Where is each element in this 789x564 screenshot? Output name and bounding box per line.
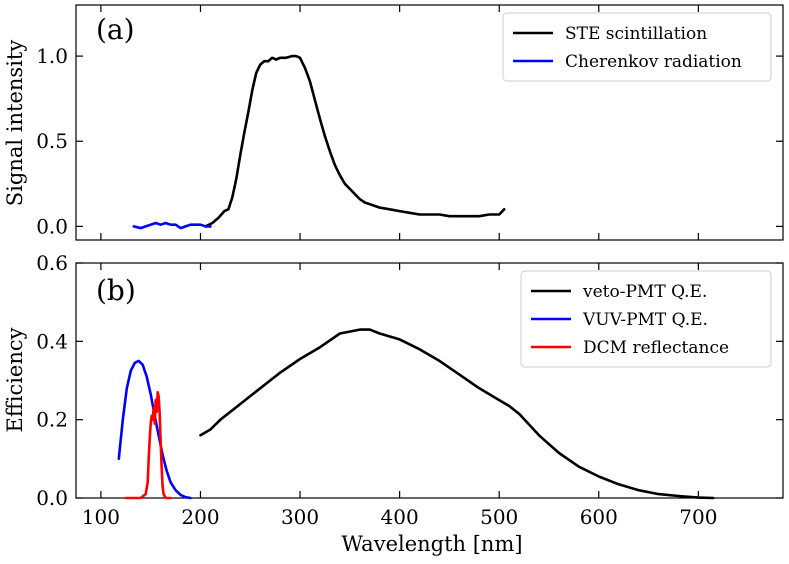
legend-label-1-0: veto-PMT Q.E. (582, 282, 707, 302)
x-tick-label-6: 700 (679, 505, 717, 529)
legend-label-1-2: DCM reflectance (583, 338, 729, 358)
x-axis-label: Wavelength [nm] (341, 532, 522, 556)
panel-b-ylabel: Efficiency (3, 327, 27, 432)
y-tick-label-0-0: 0.0 (36, 214, 68, 238)
y-tick-label-0-2: 1.0 (36, 44, 68, 68)
panel-a-tag: (a) (96, 13, 135, 46)
x-tick-label-3: 400 (381, 505, 419, 529)
series-line-1-0 (199, 328, 715, 500)
x-tick-label-4: 500 (480, 505, 518, 529)
panel-a-ticks: 0.0 0.5 1.0 (36, 5, 783, 240)
y-tick-label-1-0: 0.0 (36, 486, 68, 510)
series-line-1-2 (124, 390, 172, 500)
x-tick-label-1: 200 (181, 505, 219, 529)
series-line-0-0 (204, 54, 506, 228)
panel-a-frame (75, 4, 784, 241)
panel-a-lines (132, 54, 506, 230)
panel-b-tag: (b) (96, 274, 136, 307)
x-tick-label-5: 600 (580, 505, 618, 529)
series-line-1-1 (117, 359, 192, 500)
legend-box-1 (520, 270, 772, 368)
panel-a: 0.0 0.5 1.0 (a) Signal intensity STE scint… (3, 4, 784, 241)
panel-a-legend: STE scintillation Cherenkov radiation (502, 12, 772, 82)
y-tick-label-0-1: 0.5 (36, 129, 68, 153)
panel-b-legend: veto-PMT Q.E. VUV-PMT Q.E. DCM reflectance (520, 270, 772, 368)
y-tick-label-1-1: 0.2 (36, 408, 68, 432)
y-tick-label-1-3: 0.6 (36, 251, 68, 275)
y-tick-label-1-2: 0.4 (36, 329, 68, 353)
x-tick-label-2: 300 (281, 505, 319, 529)
x-tick-label-0: 100 (82, 505, 120, 529)
legend-label-0-1: Cherenkov radiation (565, 52, 742, 72)
legend-box-0 (502, 12, 772, 82)
legend-label-1-1: VUV-PMT Q.E. (582, 310, 708, 330)
panel-b-frame (75, 262, 784, 499)
panel-a-ylabel: Signal intensity (3, 40, 27, 207)
panel-b-ticks: 100 200 300 400 500 600 700 0.0 0.2 0.4 0.6 (36, 251, 783, 529)
panel-b: 100 200 300 400 500 600 700 0.0 0.2 0.4 0.6 (b) Ef… (3, 251, 784, 556)
legend-label-0-0: STE scintillation (565, 24, 707, 44)
panel-b-lines (117, 328, 715, 500)
series-line-0-1 (132, 221, 212, 230)
